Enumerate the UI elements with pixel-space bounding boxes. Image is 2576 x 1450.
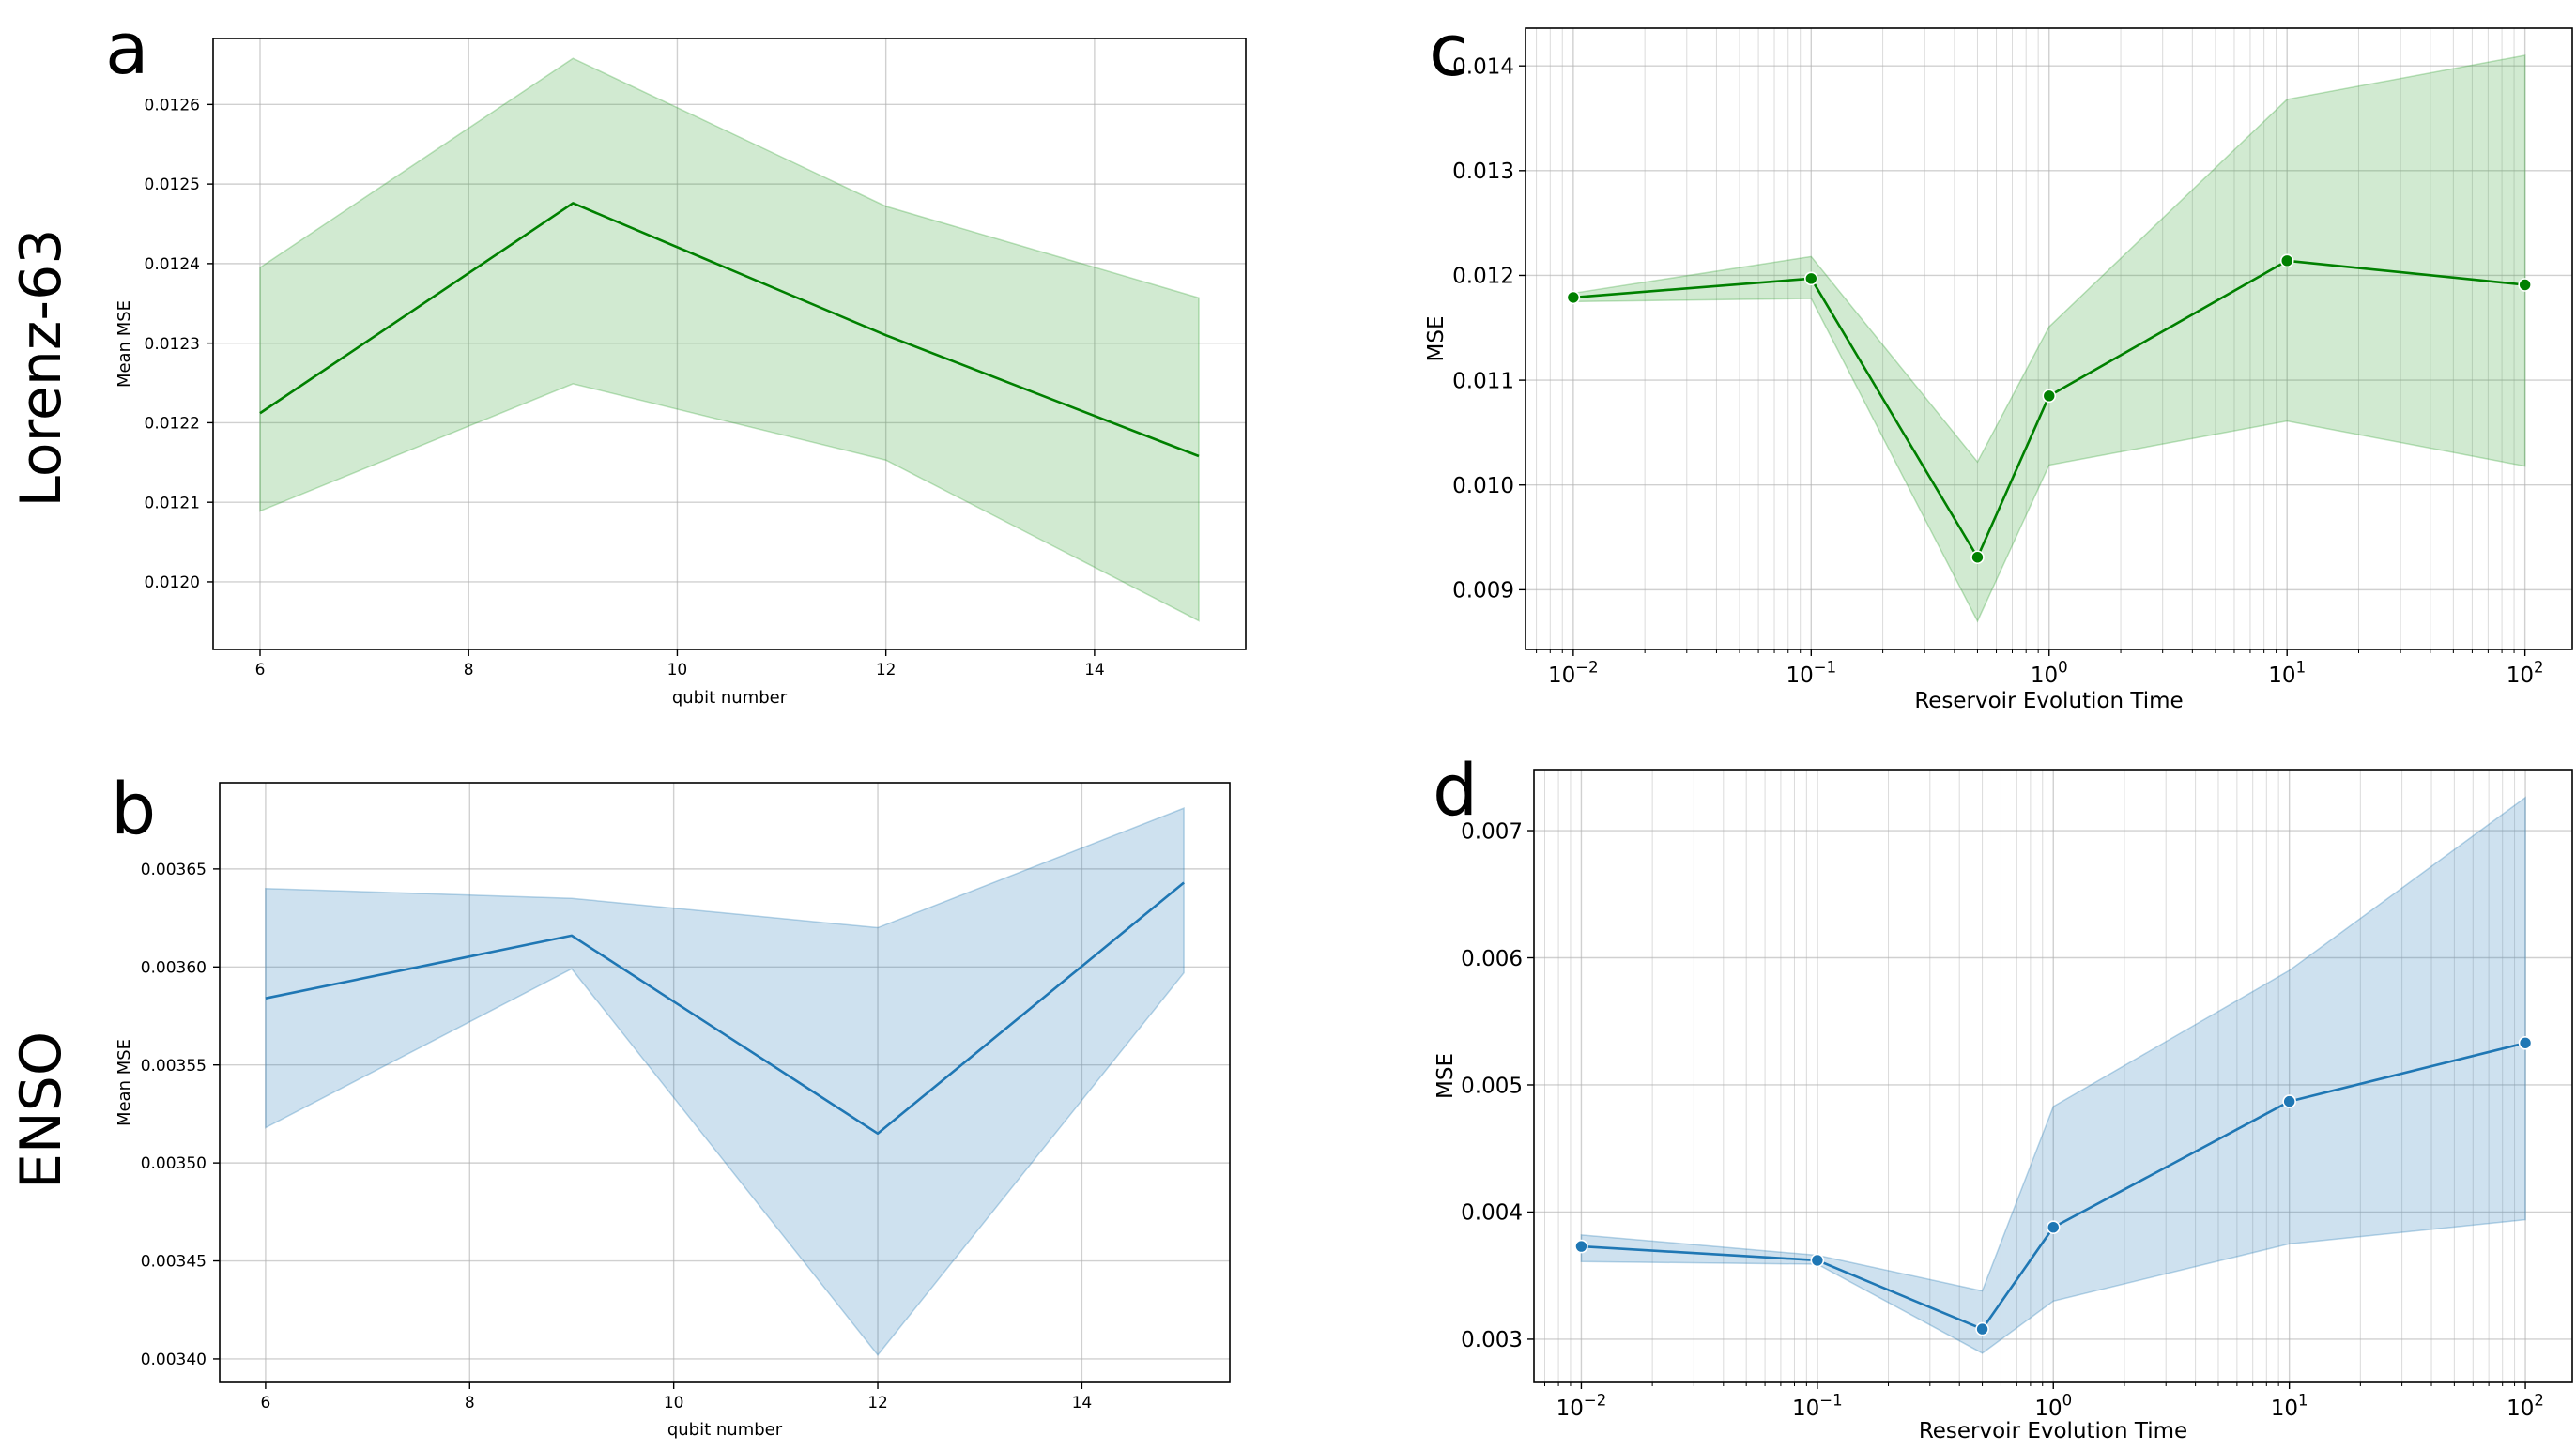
axes-frame bbox=[212, 38, 1247, 650]
data-point bbox=[2282, 1094, 2296, 1108]
y-tick-label: 0.011 bbox=[1452, 369, 1514, 393]
y-tick-label: 0.0121 bbox=[145, 494, 200, 512]
x-tick-label: 8 bbox=[464, 661, 474, 679]
y-tick-label: 0.013 bbox=[1452, 160, 1514, 184]
grid bbox=[1526, 28, 2572, 653]
confidence-band bbox=[259, 57, 1200, 622]
y-tick-label: 0.00365 bbox=[141, 861, 207, 879]
data-point bbox=[1810, 1253, 1825, 1268]
x-tick-label: 102 bbox=[2507, 659, 2544, 688]
x-tick-label: 6 bbox=[255, 661, 266, 679]
data-point bbox=[2518, 1035, 2533, 1050]
series-line bbox=[259, 202, 1200, 458]
y-tick-label: 0.00360 bbox=[141, 958, 207, 977]
data-point bbox=[2279, 253, 2294, 268]
grid bbox=[220, 783, 1230, 1382]
confidence-band bbox=[1572, 54, 2526, 623]
y-tick-label: 0.007 bbox=[1461, 819, 1523, 844]
x-tick-label: 102 bbox=[2507, 1392, 2544, 1421]
series-line bbox=[265, 881, 1185, 1136]
data-point bbox=[1970, 550, 1985, 565]
data-point bbox=[1804, 271, 1818, 286]
confidence-band bbox=[265, 807, 1185, 1356]
data-point bbox=[2046, 1220, 2061, 1235]
panel-letter: a bbox=[105, 7, 149, 90]
y-tick-label: 0.00355 bbox=[141, 1057, 207, 1076]
y-tick-label: 0.0120 bbox=[145, 573, 200, 592]
y-tick-label: 0.00350 bbox=[141, 1154, 207, 1173]
data-point bbox=[1975, 1321, 1989, 1336]
x-axis-label: qubit number bbox=[667, 1420, 783, 1440]
chart-panel-b: 6 8 10 12 14 0.00340 0.00345 0.00350 0.00355 0.00… bbox=[111, 767, 1231, 1440]
x-tick-label: 10 bbox=[667, 661, 688, 679]
x-tick-label: 10−2 bbox=[1556, 1392, 1607, 1421]
x-tick-label: 101 bbox=[2271, 1392, 2308, 1421]
y-axis-label: MSE bbox=[1434, 1053, 1458, 1099]
row-label: Lorenz-63 bbox=[8, 229, 74, 508]
y-tick-label: 0.0125 bbox=[145, 176, 200, 194]
x-tick-label: 6 bbox=[260, 1394, 270, 1412]
data-point bbox=[2518, 278, 2532, 292]
x-tick-label: 10−2 bbox=[1548, 659, 1599, 688]
x-tick-label: 8 bbox=[465, 1394, 475, 1412]
x-tick-label: 14 bbox=[1084, 661, 1105, 679]
data-point bbox=[1574, 1239, 1588, 1254]
data-point bbox=[1566, 290, 1581, 305]
y-tick-label: 0.003 bbox=[1461, 1328, 1523, 1352]
grid bbox=[213, 38, 1246, 649]
chart-panel-c: 10−2 10−1 100 101 102 0.009 0.010 0.011 0.012 0.0… bbox=[1424, 8, 2573, 713]
y-axis-label: MSE bbox=[1424, 316, 1449, 362]
x-axis-label: Reservoir Evolution Time bbox=[1914, 689, 2183, 713]
axes-frame bbox=[219, 782, 1231, 1383]
y-tick-label: 0.012 bbox=[1452, 265, 1514, 289]
x-tick-label: 12 bbox=[876, 661, 897, 679]
panel-letter: d bbox=[1433, 748, 1478, 832]
y-tick-label: 0.0124 bbox=[145, 255, 200, 274]
series-line bbox=[1581, 1042, 2526, 1331]
y-tick-label: 0.0123 bbox=[145, 335, 200, 354]
y-axis-label: Mean MSE bbox=[115, 300, 134, 388]
y-axis-label: Mean MSE bbox=[115, 1039, 134, 1126]
x-tick-label: 101 bbox=[2268, 659, 2306, 688]
x-axis-label: qubit number bbox=[672, 688, 788, 708]
data-point bbox=[2042, 389, 2057, 404]
x-tick-label: 14 bbox=[1072, 1394, 1093, 1412]
chart-panel-a: 6 8 10 12 14 0.0120 0.0121 0.0122 0.0123 0.0124 0.… bbox=[105, 7, 1247, 708]
panel-letter: b bbox=[111, 767, 156, 850]
y-tick-label: 0.014 bbox=[1452, 54, 1514, 79]
x-tick-label: 10−1 bbox=[1786, 659, 1836, 688]
y-tick-label: 0.005 bbox=[1461, 1074, 1523, 1098]
x-tick-label: 10−1 bbox=[1792, 1392, 1843, 1421]
y-tick-label: 0.0126 bbox=[145, 96, 200, 114]
x-tick-label: 100 bbox=[2031, 659, 2068, 688]
y-tick-label: 0.0122 bbox=[145, 415, 200, 434]
y-tick-label: 0.009 bbox=[1452, 579, 1514, 603]
chart-panel-d: 10−2 10−1 100 101 102 0.003 0.004 0.005 0.006 0.0… bbox=[1433, 748, 2573, 1443]
y-tick-label: 0.006 bbox=[1461, 947, 1523, 971]
x-tick-label: 10 bbox=[664, 1394, 684, 1412]
y-tick-label: 0.00345 bbox=[141, 1253, 207, 1272]
y-tick-label: 0.00340 bbox=[141, 1351, 207, 1369]
series-line bbox=[1572, 259, 2525, 559]
x-axis-label: Reservoir Evolution Time bbox=[1919, 1419, 2187, 1443]
y-tick-label: 0.004 bbox=[1461, 1201, 1523, 1226]
row-label: ENSO bbox=[8, 1031, 74, 1189]
y-tick-label: 0.010 bbox=[1452, 474, 1514, 498]
x-tick-label: 100 bbox=[2034, 1392, 2072, 1421]
panel-letter: c bbox=[1429, 8, 1468, 92]
x-tick-label: 12 bbox=[867, 1394, 888, 1412]
